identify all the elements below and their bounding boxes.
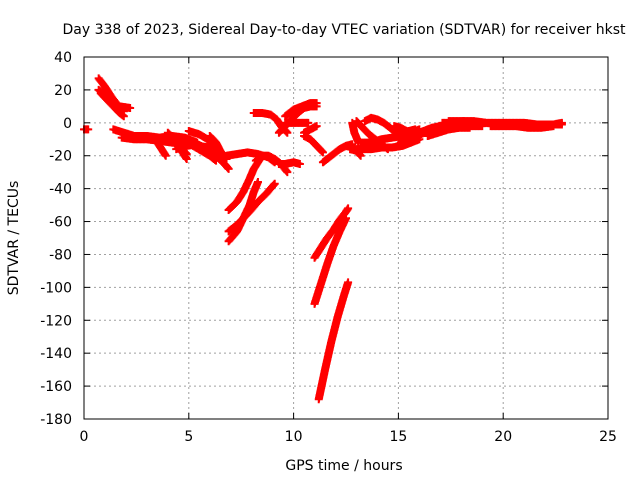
data-point — [342, 214, 350, 223]
data-point — [557, 118, 566, 127]
data-point — [161, 151, 170, 160]
grid-lines — [84, 57, 608, 419]
series-s17 — [224, 178, 262, 246]
data-point — [212, 156, 221, 165]
data-point — [383, 145, 392, 154]
y-tick-label: -120 — [40, 313, 72, 329]
series-s4 — [96, 89, 128, 121]
series-s27 — [310, 214, 350, 308]
data-point — [224, 164, 233, 173]
chart-title: Day 338 of 2023, Sidereal Day-to-day VTE… — [63, 22, 626, 38]
series-s1 — [80, 125, 93, 134]
data-point — [304, 118, 313, 127]
x-tick-label: 10 — [285, 429, 303, 445]
series-s28 — [314, 278, 353, 404]
plot-frame — [83, 56, 609, 420]
data-point — [182, 155, 191, 164]
x-tick-label: 0 — [80, 429, 89, 445]
data-point — [84, 125, 93, 134]
series-s19 — [274, 158, 304, 168]
data-point — [318, 148, 327, 157]
x-tick-label: 15 — [389, 429, 407, 445]
series-s25 — [300, 131, 327, 157]
y-tick-label: 20 — [54, 83, 72, 99]
data-points — [80, 74, 566, 404]
data-point — [344, 278, 353, 287]
y-tick-label: -180 — [40, 412, 72, 428]
y-axis-label: SDTVAR / TECUs — [6, 181, 22, 296]
x-axis-label: GPS time / hours — [285, 458, 402, 474]
data-point — [270, 179, 279, 188]
data-point — [312, 99, 321, 108]
data-point — [344, 204, 353, 213]
y-tick-label: 0 — [63, 116, 72, 132]
y-tick-label: -20 — [49, 149, 72, 165]
series-s29 — [318, 140, 357, 167]
axis-ticks: 0 5 10 15 20 25 40 20 0 -20 -40 -60 -80 -100 -120 -140 -… — [40, 50, 617, 445]
series-s34 — [348, 118, 363, 147]
series-s26 — [310, 204, 353, 262]
data-point — [312, 122, 321, 131]
series-s45 — [511, 118, 566, 131]
y-tick-label: -140 — [40, 346, 72, 362]
series-s7 — [153, 138, 170, 160]
y-tick-label: -40 — [49, 182, 72, 198]
x-tick-label: 25 — [599, 429, 617, 445]
data-point — [253, 178, 262, 187]
x-tick-label: 5 — [184, 429, 193, 445]
series-s23 — [281, 99, 321, 121]
series-s22 — [281, 118, 313, 127]
data-point — [295, 159, 304, 168]
y-tick-label: 40 — [54, 50, 72, 66]
y-tick-label: -60 — [49, 215, 72, 231]
data-point — [283, 128, 292, 137]
series-s12 — [188, 141, 221, 165]
data-point — [283, 168, 292, 177]
y-tick-label: -80 — [49, 247, 72, 263]
data-point — [126, 104, 135, 113]
y-tick-label: -160 — [40, 379, 72, 395]
y-tick-label: -100 — [40, 280, 72, 296]
x-tick-label: 20 — [494, 429, 512, 445]
data-point — [119, 112, 128, 121]
